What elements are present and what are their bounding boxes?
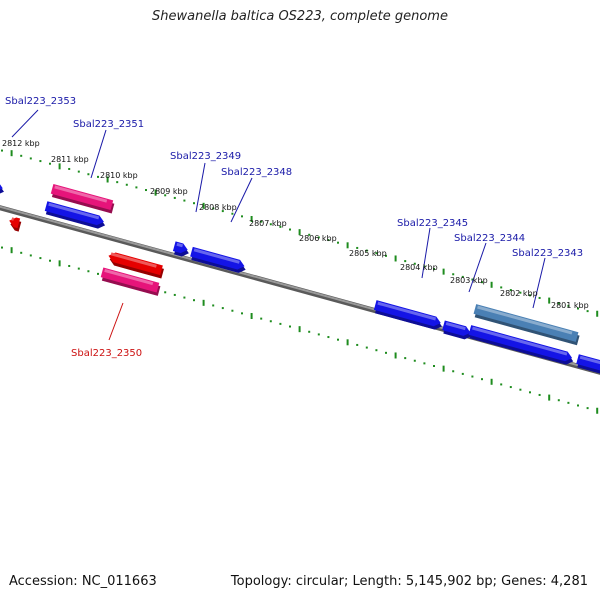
gene-label: Sbal223_2350 [71, 348, 142, 359]
scale-label: 2810 kbp [100, 171, 138, 180]
scale-label: 2804 kbp [400, 263, 438, 272]
gene-label: Sbal223_2349 [170, 151, 241, 162]
leader-line [421, 227, 431, 279]
gene-label: Sbal223_2343 [512, 248, 583, 259]
gene-label: Sbal223_2351 [73, 119, 144, 130]
scale-label: 2803 kbp [450, 276, 488, 285]
map-title: Shewanella baltica OS223, complete genom… [152, 9, 448, 24]
gene-feature-sbal223-2351 [44, 201, 106, 229]
leader-line [532, 257, 546, 309]
gene-feature-sbal223-2343 [473, 304, 580, 346]
leader-line [108, 302, 124, 341]
gene-label: Sbal223_2344 [454, 233, 525, 244]
accession-text: Accession: NC_011663 [9, 574, 157, 589]
scale-label: 2801 kbp [551, 301, 589, 310]
gene-feature-sbal223-2349 [172, 241, 189, 257]
scale-label: 2809 kbp [150, 187, 188, 196]
leader-line [11, 109, 39, 138]
gene-feature-sbal223-2346 [442, 320, 472, 340]
gene-feature-sbal223-2353 [0, 180, 4, 195]
gene-feature-sbal223-2350 [108, 252, 164, 279]
gene-feature-sbal223-2350-rna [100, 267, 161, 296]
inner-tick-ring [1, 246, 599, 414]
scale-label: 2807 kbp [249, 219, 287, 228]
leader-line [468, 242, 487, 293]
gene-label: Sbal223_2345 [397, 218, 468, 229]
gene-label: Sbal223_2348 [221, 167, 292, 178]
gene-labels: Sbal223_2353 Sbal223_2351 Sbal223_2349 Sbal… [5, 96, 583, 359]
gene-feature-sbal223-2352 [9, 217, 22, 232]
outer-tick-ring [1, 149, 599, 317]
scale-label: 2805 kbp [349, 249, 387, 258]
label-leader-lines [11, 109, 546, 341]
genome-summary-text: Topology: circular; Length: 5,145,902 bp… [230, 574, 588, 589]
gene-feature-sbal223-2348 [190, 246, 246, 273]
scale-label: 2806 kbp [299, 234, 337, 243]
gene-features [0, 180, 600, 376]
scale-label: 2808 kbp [199, 203, 237, 212]
scale-labels: 2812 kbp 2811 kbp 2810 kbp 2809 kbp 2808 kbp… [2, 139, 589, 310]
gene-feature-sbal223-2344 [468, 325, 574, 365]
leader-line [195, 162, 206, 213]
scale-label: 2812 kbp [2, 139, 40, 148]
scale-label: 2802 kbp [500, 289, 538, 298]
gene-feature-sbal223-2351-rna [50, 183, 115, 214]
gene-feature-sbal223-2342 [576, 354, 600, 376]
gene-label: Sbal223_2353 [5, 96, 76, 107]
leader-line [90, 129, 107, 179]
leader-line [230, 177, 253, 223]
scale-label: 2811 kbp [51, 155, 89, 164]
gene-feature-sbal223-2345 [373, 300, 442, 330]
